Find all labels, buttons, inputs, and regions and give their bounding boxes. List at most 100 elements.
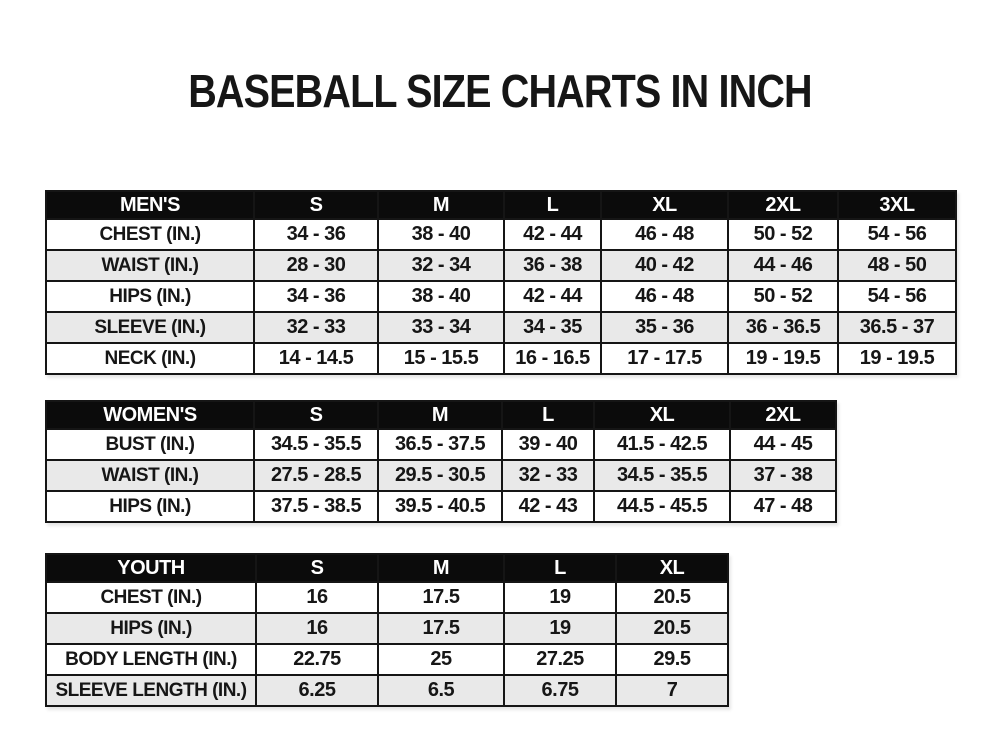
size-value-cell: 36.5 - 37	[837, 311, 957, 344]
row-label: SLEEVE (IN.)	[45, 311, 255, 344]
youth-row-0: CHEST (IN.) 16 17.5 19 20.5	[45, 581, 729, 614]
size-value-cell: 42 - 44	[503, 280, 602, 313]
mens-row-2: HIPS (IN.) 34 - 36 38 - 40 42 - 44 46 - 48 50…	[45, 280, 957, 313]
mens-row-0: CHEST (IN.) 34 - 36 38 - 40 42 - 44 46 - 48 5…	[45, 218, 957, 251]
size-value-cell: 17.5	[377, 612, 505, 645]
size-value-cell: 19 - 19.5	[727, 342, 839, 375]
mens-size-table: MEN'S S M L XL 2XL 3XL CHEST (IN.) 34 - 36 38 - 4…	[45, 190, 957, 375]
size-value-cell: 29.5	[615, 643, 729, 676]
mens-table: MEN'S S M L XL 2XL 3XL CHEST (IN.) 34 - 36 38 - 4…	[45, 190, 957, 375]
womens-size-table: WOMEN'S S M L XL 2XL BUST (IN.) 34.5 - 35.5 36.5…	[45, 400, 837, 523]
size-value-cell: 7	[615, 674, 729, 707]
youth-col-header-s: S	[255, 553, 379, 583]
youth-row-3: SLEEVE LENGTH (IN.) 6.25 6.5 6.75 7	[45, 674, 729, 707]
size-value-cell: 34 - 36	[253, 218, 379, 251]
size-value-cell: 34 - 36	[253, 280, 379, 313]
size-value-cell: 27.25	[503, 643, 617, 676]
size-value-cell: 20.5	[615, 612, 729, 645]
womens-col-header-2xl: 2XL	[729, 400, 837, 430]
size-value-cell: 38 - 40	[377, 218, 505, 251]
size-value-cell: 28 - 30	[253, 249, 379, 282]
size-value-cell: 14 - 14.5	[253, 342, 379, 375]
size-value-cell: 36 - 38	[503, 249, 602, 282]
size-value-cell: 34 - 35	[503, 311, 602, 344]
size-value-cell: 48 - 50	[837, 249, 957, 282]
size-value-cell: 16	[255, 612, 379, 645]
size-value-cell: 46 - 48	[600, 218, 729, 251]
size-value-cell: 36 - 36.5	[727, 311, 839, 344]
size-value-cell: 27.5 - 28.5	[253, 459, 379, 492]
youth-col-header-l: L	[503, 553, 617, 583]
size-value-cell: 17.5	[377, 581, 505, 614]
size-value-cell: 40 - 42	[600, 249, 729, 282]
size-value-cell: 44 - 46	[727, 249, 839, 282]
size-value-cell: 19 - 19.5	[837, 342, 957, 375]
size-value-cell: 36.5 - 37.5	[377, 428, 503, 461]
row-label: HIPS (IN.)	[45, 612, 257, 645]
row-label: HIPS (IN.)	[45, 280, 255, 313]
mens-col-header-xl: XL	[600, 190, 729, 220]
row-label: HIPS (IN.)	[45, 490, 255, 523]
size-value-cell: 33 - 34	[377, 311, 505, 344]
youth-header-row: YOUTH S M L XL	[45, 553, 729, 583]
size-value-cell: 44.5 - 45.5	[593, 490, 731, 523]
size-value-cell: 29.5 - 30.5	[377, 459, 503, 492]
size-value-cell: 39.5 - 40.5	[377, 490, 503, 523]
size-value-cell: 50 - 52	[727, 280, 839, 313]
mens-col-header-m: M	[377, 190, 505, 220]
womens-row-1: WAIST (IN.) 27.5 - 28.5 29.5 - 30.5 32 - 33…	[45, 459, 837, 492]
row-label: SLEEVE LENGTH (IN.)	[45, 674, 257, 707]
size-value-cell: 32 - 33	[501, 459, 595, 492]
womens-row-0: BUST (IN.) 34.5 - 35.5 36.5 - 37.5 39 - 40 4…	[45, 428, 837, 461]
page-title: BASEBALL SIZE CHARTS IN INCH	[188, 65, 812, 117]
mens-row-1: WAIST (IN.) 28 - 30 32 - 34 36 - 38 40 - 42 4…	[45, 249, 957, 282]
size-value-cell: 25	[377, 643, 505, 676]
row-label: BUST (IN.)	[45, 428, 255, 461]
womens-col-header-s: S	[253, 400, 379, 430]
row-label: NECK (IN.)	[45, 342, 255, 375]
youth-col-header-m: M	[377, 553, 505, 583]
youth-table: YOUTH S M L XL CHEST (IN.) 16 17.5 19 20.5 HIPS (I…	[45, 553, 729, 707]
size-value-cell: 6.25	[255, 674, 379, 707]
mens-col-header-2xl: 2XL	[727, 190, 839, 220]
size-value-cell: 54 - 56	[837, 280, 957, 313]
youth-size-table: YOUTH S M L XL CHEST (IN.) 16 17.5 19 20.5 HIPS (I…	[45, 553, 729, 707]
youth-col-header-xl: XL	[615, 553, 729, 583]
size-value-cell: 34.5 - 35.5	[593, 459, 731, 492]
row-label: BODY LENGTH (IN.)	[45, 643, 257, 676]
size-value-cell: 39 - 40	[501, 428, 595, 461]
mens-row-4: NECK (IN.) 14 - 14.5 15 - 15.5 16 - 16.5 17 …	[45, 342, 957, 375]
row-label: WAIST (IN.)	[45, 249, 255, 282]
size-value-cell: 38 - 40	[377, 280, 505, 313]
size-value-cell: 32 - 33	[253, 311, 379, 344]
size-value-cell: 6.5	[377, 674, 505, 707]
youth-row-1: HIPS (IN.) 16 17.5 19 20.5	[45, 612, 729, 645]
size-value-cell: 32 - 34	[377, 249, 505, 282]
womens-col-header-l: L	[501, 400, 595, 430]
row-label: CHEST (IN.)	[45, 581, 257, 614]
size-value-cell: 41.5 - 42.5	[593, 428, 731, 461]
size-value-cell: 54 - 56	[837, 218, 957, 251]
womens-group-header: WOMEN'S	[45, 400, 255, 430]
row-label: CHEST (IN.)	[45, 218, 255, 251]
womens-col-header-m: M	[377, 400, 503, 430]
size-value-cell: 35 - 36	[600, 311, 729, 344]
womens-table: WOMEN'S S M L XL 2XL BUST (IN.) 34.5 - 35.5 36.5…	[45, 400, 837, 523]
size-value-cell: 16 - 16.5	[503, 342, 602, 375]
mens-col-header-l: L	[503, 190, 602, 220]
mens-col-header-s: S	[253, 190, 379, 220]
size-value-cell: 42 - 44	[503, 218, 602, 251]
size-value-cell: 22.75	[255, 643, 379, 676]
size-value-cell: 19	[503, 612, 617, 645]
size-value-cell: 47 - 48	[729, 490, 837, 523]
size-value-cell: 37.5 - 38.5	[253, 490, 379, 523]
size-value-cell: 16	[255, 581, 379, 614]
mens-group-header: MEN'S	[45, 190, 255, 220]
row-label: WAIST (IN.)	[45, 459, 255, 492]
size-value-cell: 44 - 45	[729, 428, 837, 461]
size-value-cell: 15 - 15.5	[377, 342, 505, 375]
size-value-cell: 50 - 52	[727, 218, 839, 251]
womens-col-header-xl: XL	[593, 400, 731, 430]
size-value-cell: 20.5	[615, 581, 729, 614]
size-value-cell: 17 - 17.5	[600, 342, 729, 375]
